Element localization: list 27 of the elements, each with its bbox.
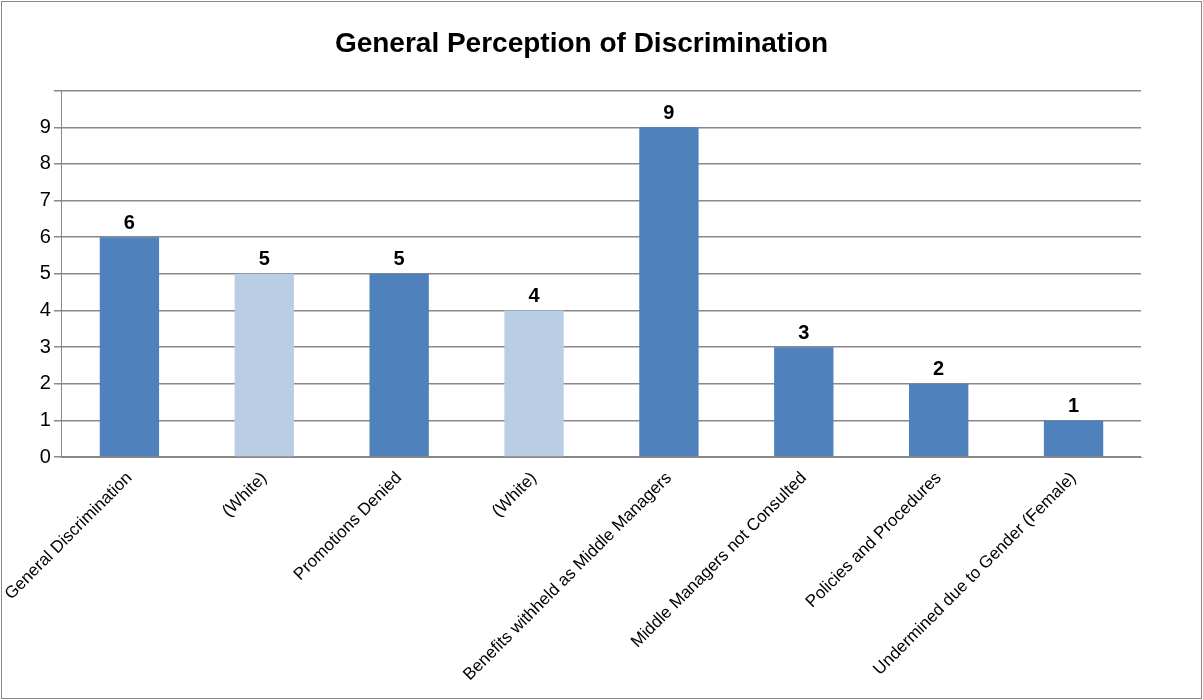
data-label: 5: [393, 247, 405, 270]
data-label: 2: [933, 357, 945, 380]
y-tick-label: 7: [39, 188, 51, 211]
bar: [909, 383, 969, 457]
data-label: 1: [1068, 393, 1080, 416]
y-tick-label: 4: [39, 298, 51, 321]
y-tick-label: 9: [39, 114, 51, 137]
data-label: 5: [258, 247, 270, 270]
bar: [1043, 420, 1104, 457]
y-tick-label: 6: [39, 224, 51, 247]
y-tick-label: 1: [39, 407, 51, 430]
bar: [774, 347, 834, 457]
bar: [639, 127, 699, 457]
data-label: 9: [663, 100, 675, 123]
bar: [504, 310, 564, 457]
bar: [234, 273, 294, 457]
data-label: 3: [798, 320, 810, 343]
y-tick-label: 5: [39, 261, 51, 284]
y-tick-label: 8: [39, 151, 51, 174]
data-label: 4: [528, 284, 541, 307]
bar: [99, 237, 160, 457]
y-tick-label: 3: [39, 334, 51, 357]
data-label: 6: [123, 210, 135, 233]
y-tick-label: 0: [39, 444, 51, 467]
chart-title: General Perception of Discrimination: [334, 26, 829, 58]
bar: [369, 273, 429, 457]
y-tick-label: 2: [39, 371, 51, 394]
